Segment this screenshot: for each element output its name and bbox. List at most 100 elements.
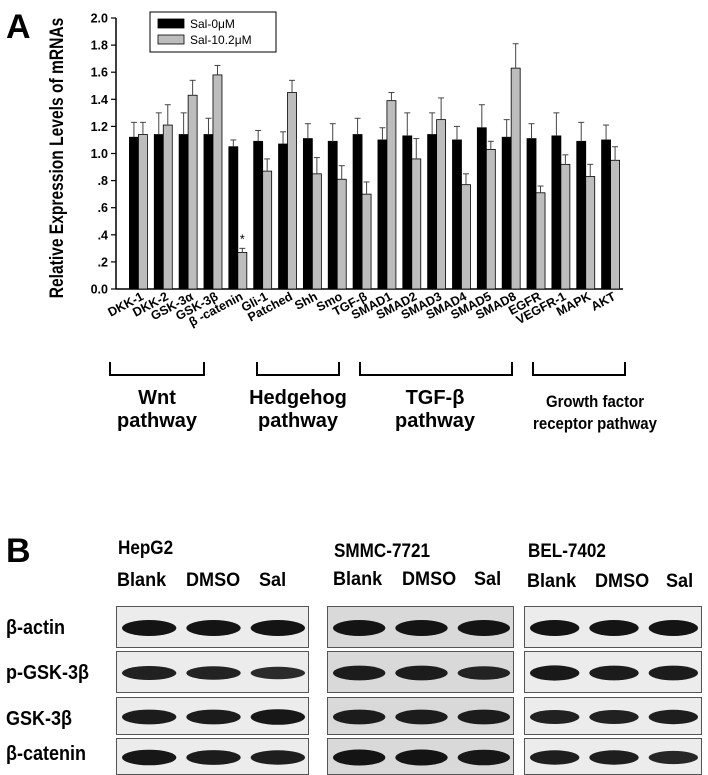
bar-sal-10-2 <box>461 184 471 290</box>
protein-band <box>186 709 241 725</box>
protein-band <box>186 750 241 765</box>
protein-band <box>250 620 305 636</box>
cell-line-hepg2: HepG2 <box>118 538 174 559</box>
protein-band <box>186 666 241 680</box>
protein-band <box>457 749 510 766</box>
growth-label-line-1: Growth factor <box>545 392 645 411</box>
y-tick-label: .4 <box>98 228 108 242</box>
cell-line-smmc: SMMC-7721 <box>334 541 430 562</box>
bar-sal-10-2 <box>336 178 347 290</box>
bar-sal-0 <box>153 134 164 290</box>
blot-hepg2-p-gsk3b <box>116 651 309 693</box>
bar-sal-10-2 <box>162 124 173 290</box>
blot-smmc-7721-beta-catenin <box>327 738 514 775</box>
y-axis-label-text: Relative Expression Levels of mRNAs <box>47 17 68 299</box>
panel-b-letter: B <box>6 532 31 570</box>
growth-label-line-2: receptor pathway <box>533 414 657 433</box>
protein-band <box>457 666 510 680</box>
blot-smmc-7721-beta-actin <box>327 606 514 648</box>
smmc-lane-blank: Blank <box>333 569 383 590</box>
blot-smmc-7721-gsk3b <box>327 697 514 735</box>
protein-band <box>648 709 698 725</box>
hedgehog-label-line-1: Hedgehog <box>249 387 347 409</box>
protein-band <box>530 665 580 681</box>
y-tick-label: 1.4 <box>91 93 108 107</box>
x-tick-label: AKT <box>589 289 619 314</box>
y-tick-label: .8 <box>98 174 108 188</box>
bar-sal-10-2 <box>138 134 148 290</box>
protein-band <box>457 620 510 636</box>
bel-lane-sal: Sal <box>666 571 694 592</box>
bar-sal-10-2 <box>585 176 596 290</box>
hedgehog-pathway-label: Hedgehog pathway <box>228 387 368 433</box>
bar-sal-0 <box>278 143 288 290</box>
legend-swatch <box>157 34 185 45</box>
hepg2-lane-dmso: DMSO <box>186 570 241 591</box>
bar-sal-10-2 <box>386 100 397 290</box>
bar-sal-10-2 <box>287 92 297 290</box>
bar-sal-0 <box>253 140 264 290</box>
protein-band <box>648 620 698 636</box>
bar-sal-0 <box>302 138 313 290</box>
protein-band <box>395 709 448 725</box>
y-tick-label: 1.6 <box>91 66 108 80</box>
y-tick-label: .2 <box>98 255 108 269</box>
blot-hepg2-beta-catenin <box>116 738 309 775</box>
protein-band <box>648 750 698 765</box>
bar-sal-0 <box>427 134 438 290</box>
tgfb-bracket <box>359 362 513 376</box>
bar-sal-10-2 <box>361 193 372 290</box>
protein-band <box>122 666 177 680</box>
bar-sal-0 <box>402 135 413 290</box>
protein-band <box>648 665 698 681</box>
protein-label-p-gsk3b: p-GSK-3β <box>6 662 89 684</box>
bar-sal-0 <box>526 138 537 290</box>
bar-sal-10-2 <box>411 158 422 290</box>
bar-sal-0 <box>377 139 388 290</box>
blot-bel-7402-p-gsk3b <box>524 651 702 693</box>
blot-bel-7402-beta-catenin <box>524 738 702 775</box>
protein-band <box>457 709 510 725</box>
protein-band <box>333 620 386 636</box>
y-tick-label: .6 <box>98 201 108 215</box>
blot-bel-7402-gsk3b <box>524 697 702 735</box>
protein-band <box>589 750 639 765</box>
bar-sal-0 <box>203 134 214 290</box>
protein-band <box>333 665 386 681</box>
y-tick-label: 1.8 <box>91 39 108 53</box>
wnt-label-line-2: pathway <box>116 410 198 432</box>
protein-label-beta-catenin: β-catenin <box>6 743 87 765</box>
protein-band <box>122 749 177 766</box>
protein-band <box>530 710 580 724</box>
bar-sal-0 <box>501 136 512 290</box>
wnt-bracket <box>109 362 205 376</box>
legend-swatch <box>157 18 185 29</box>
bar-sal-0 <box>601 139 611 290</box>
bar-sal-10-2 <box>262 170 273 290</box>
protein-band <box>589 710 639 724</box>
bar-sal-10-2 <box>187 94 198 290</box>
bar-sal-10-2 <box>485 149 496 290</box>
y-tick-label: 1.0 <box>91 147 108 161</box>
protein-band <box>122 709 177 725</box>
bar-sal-10-2 <box>311 173 322 290</box>
bar-sal-10-2 <box>610 159 620 290</box>
tgfb-label-line-1: TGF-β <box>405 387 465 409</box>
bel-lane-dmso: DMSO <box>595 571 650 592</box>
bar-sal-0 <box>551 135 562 290</box>
bar-sal-0 <box>476 127 487 290</box>
hepg2-lane-blank: Blank <box>117 570 167 591</box>
blot-hepg2-beta-actin <box>116 606 309 648</box>
protein-band <box>250 666 305 680</box>
bel-lane-blank: Blank <box>527 571 577 592</box>
cell-line-bel: BEL-7402 <box>528 541 606 562</box>
bar-sal-0 <box>129 136 139 290</box>
blot-hepg2-gsk3b <box>116 697 309 735</box>
bar-sal-0 <box>352 134 363 290</box>
blot-smmc-7721-p-gsk3b <box>327 651 514 693</box>
protein-band <box>395 749 448 766</box>
blot-bel-7402-beta-actin <box>524 606 702 648</box>
protein-band <box>589 665 639 681</box>
protein-band <box>122 620 177 636</box>
smmc-lane-sal: Sal <box>474 569 502 590</box>
